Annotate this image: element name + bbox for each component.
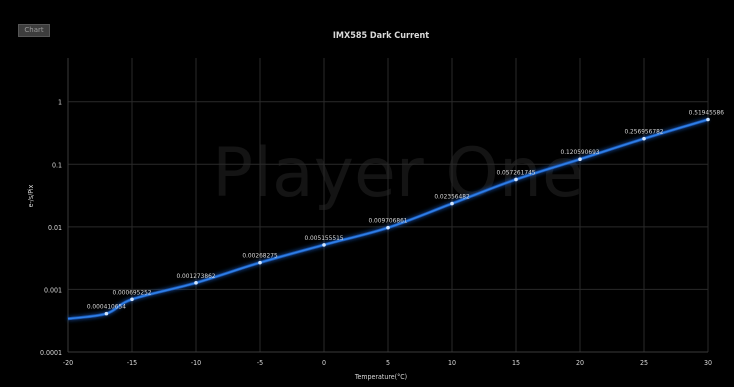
data-label: 0.009706861 bbox=[368, 217, 407, 225]
data-point bbox=[642, 136, 646, 141]
data-point bbox=[578, 157, 582, 162]
chart-badge: Chart bbox=[18, 24, 50, 37]
data-point bbox=[706, 117, 710, 122]
x-tick-label: 15 bbox=[512, 359, 520, 367]
x-axis-title: Temperature(°C) bbox=[354, 373, 407, 381]
data-point bbox=[104, 311, 109, 316]
data-label: 0.51945586 bbox=[689, 109, 725, 117]
y-axis-title: e-/s/Pix bbox=[27, 184, 35, 207]
x-tick-label: -10 bbox=[191, 359, 201, 367]
x-tick-label: 10 bbox=[448, 359, 456, 367]
x-tick-label: 20 bbox=[576, 359, 584, 367]
series bbox=[67, 117, 710, 321]
data-label: 0.02356482 bbox=[434, 193, 470, 201]
y-tick-label: 0.0001 bbox=[40, 349, 62, 357]
x-tick-label: 5 bbox=[386, 359, 390, 367]
x-tick-label: -5 bbox=[257, 359, 263, 367]
y-tick-label: 0.001 bbox=[44, 286, 62, 294]
data-label: 0.001273862 bbox=[176, 272, 215, 280]
x-tick-label: 25 bbox=[640, 359, 648, 367]
data-label: 0.005155515 bbox=[304, 234, 343, 242]
data-label: 0.057261745 bbox=[496, 168, 535, 176]
data-label: 0.120590693 bbox=[560, 148, 599, 156]
data-label: 0.256956782 bbox=[624, 128, 663, 136]
y-tick-label: 1 bbox=[58, 99, 62, 107]
grid bbox=[68, 58, 709, 352]
x-tick-label: 0 bbox=[322, 359, 326, 367]
data-point bbox=[258, 260, 262, 265]
data-point bbox=[130, 297, 134, 302]
chart-title: IMX585 Dark Current bbox=[333, 31, 429, 41]
watermark: Player One bbox=[212, 134, 584, 213]
x-tick-label: 30 bbox=[704, 359, 712, 367]
x-tick-label: -20 bbox=[63, 359, 73, 367]
data-point bbox=[322, 243, 326, 247]
axes: -20 -15 -10 -5 0 5 10 15 20 25 30 0.0001 0.001 0.01 0.… bbox=[40, 58, 712, 367]
data-point bbox=[194, 281, 198, 285]
x-tick-label: -15 bbox=[127, 359, 137, 367]
data-label: 0.000410654 bbox=[87, 303, 126, 311]
data-labels: 0.000410654 0.000695252 0.001273862 0.00268… bbox=[87, 109, 724, 311]
y-tick-label: 0.1 bbox=[52, 161, 62, 169]
data-point bbox=[450, 201, 454, 206]
data-label: 0.000695252 bbox=[112, 288, 151, 296]
data-label: 0.00268275 bbox=[242, 252, 278, 260]
data-point bbox=[386, 225, 390, 230]
data-point bbox=[514, 177, 518, 182]
y-tick-label: 0.01 bbox=[48, 224, 62, 232]
